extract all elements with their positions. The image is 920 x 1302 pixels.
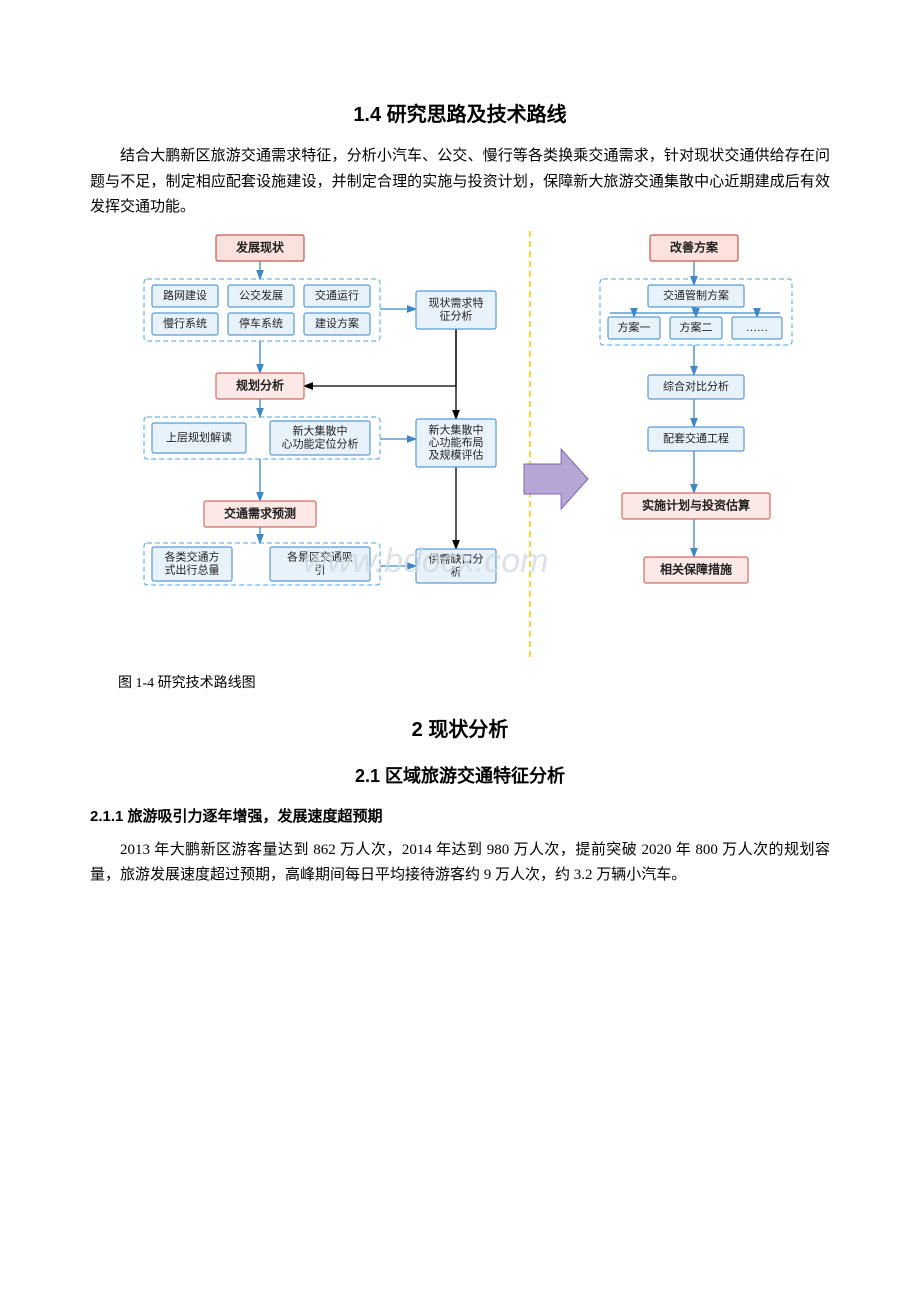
heading-2-1: 2.1 区域旅游交通特征分析	[90, 761, 830, 792]
svg-text:配套交通工程: 配套交通工程	[663, 431, 729, 445]
svg-text:路网建设: 路网建设	[163, 288, 207, 302]
para-1-4: 结合大鹏新区旅游交通需求特征，分析小汽车、公交、慢行等各类换乘交通需求，针对现状…	[90, 144, 830, 221]
svg-text:各类交通方: 各类交通方	[165, 549, 220, 563]
svg-text:及规模评估: 及规模评估	[429, 447, 484, 461]
svg-text:新大集散中: 新大集散中	[429, 422, 484, 436]
svg-text:交通运行: 交通运行	[315, 288, 359, 302]
flowchart-svg: 发展现状路网建设 公交发展 交通运行慢行系统 停车系统 建设方案 现状需求特征分析规划分析…	[130, 231, 802, 657]
svg-text:公交发展: 公交发展	[239, 288, 283, 302]
para-2-1-1: 2013 年大鹏新区游客量达到 862 万人次，2014 年达到 980 万人次…	[90, 838, 830, 889]
svg-text:新大集散中: 新大集散中	[293, 423, 348, 437]
svg-text:www.bdocx.com: www.bdocx.com	[303, 541, 549, 579]
svg-text:发展现状: 发展现状	[235, 239, 285, 254]
heading-1-4: 1.4 研究思路及技术路线	[90, 98, 830, 132]
svg-text:现状需求特: 现状需求特	[429, 295, 484, 309]
svg-text:实施计划与投资估算: 实施计划与投资估算	[642, 497, 750, 512]
svg-text:建设方案: 建设方案	[315, 316, 359, 330]
svg-text:心功能定位分析: 心功能定位分析	[282, 436, 359, 450]
svg-text:规划分析: 规划分析	[236, 377, 284, 392]
svg-text:停车系统: 停车系统	[239, 316, 283, 330]
svg-text:方案一: 方案一	[618, 320, 651, 334]
svg-text:征分析: 征分析	[440, 308, 473, 322]
svg-text:方案二: 方案二	[680, 320, 713, 334]
heading-2: 2 现状分析	[90, 713, 830, 747]
svg-text:慢行系统: 慢行系统	[163, 317, 207, 330]
heading-2-1-1: 2.1.1 旅游吸引力逐年增强，发展速度超预期	[90, 804, 830, 830]
svg-text:交通管制方案: 交通管制方案	[663, 288, 729, 302]
svg-text:上层规划解读: 上层规划解读	[166, 430, 232, 444]
svg-text:心功能布局: 心功能布局	[429, 435, 484, 449]
svg-text:式出行总量: 式出行总量	[165, 562, 220, 576]
svg-text:……: ……	[746, 322, 768, 334]
svg-text:相关保障措施: 相关保障措施	[660, 561, 732, 576]
svg-text:综合对比分析: 综合对比分析	[663, 379, 729, 393]
svg-text:改善方案: 改善方案	[670, 239, 719, 254]
figure-1-4-caption: 图 1-4 研究技术路线图	[90, 672, 830, 696]
figure-1-4-diagram: 发展现状路网建设 公交发展 交通运行慢行系统 停车系统 建设方案 现状需求特征分析规划分析…	[130, 231, 830, 666]
svg-text:交通需求预测: 交通需求预测	[224, 505, 296, 520]
